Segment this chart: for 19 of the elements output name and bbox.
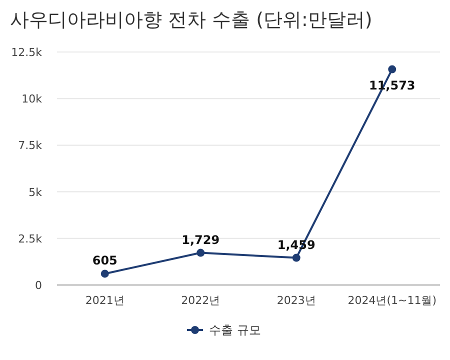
- point: [100, 270, 109, 278]
- y-tick-label: 5k: [28, 186, 43, 199]
- legend-label: 수출 규모: [209, 323, 261, 337]
- y-tick-label: 12.5k: [11, 46, 43, 59]
- y-tick-label: 10k: [22, 92, 43, 106]
- point: [196, 248, 205, 257]
- x-tick-label: 2021년: [85, 294, 124, 307]
- y-tick-label: 7.5k: [18, 139, 43, 152]
- point: [292, 254, 300, 262]
- legend: 수출 규모: [187, 323, 261, 337]
- x-tick-label: 2023년: [276, 294, 316, 307]
- point: [388, 65, 396, 74]
- y-tick-label: 2.5k: [18, 232, 43, 246]
- data-label: 605: [92, 254, 118, 268]
- x-tick-label: 2024년(1~11월): [348, 294, 437, 307]
- x-tick-label: 2022년: [181, 294, 220, 307]
- chart-title: 사우디아라비아향 전차 수출 (단위:만달러): [10, 9, 372, 31]
- y-tick-label: 0: [35, 279, 42, 292]
- data-label: 1,729: [182, 232, 220, 247]
